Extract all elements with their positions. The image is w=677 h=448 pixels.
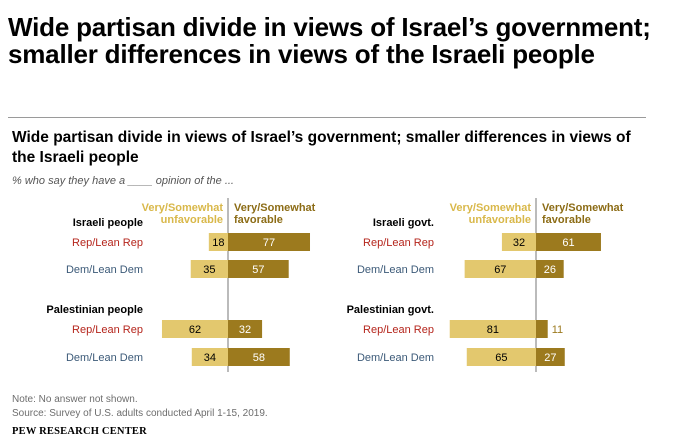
row-label: Rep/Lean Rep bbox=[72, 237, 143, 249]
bar-unfavorable bbox=[464, 260, 536, 278]
value-label-unfavorable: 35 bbox=[203, 264, 215, 276]
value-label-unfavorable: 32 bbox=[513, 237, 525, 249]
footnote: Note: No answer not shown. bbox=[12, 394, 138, 405]
bar-favorable bbox=[228, 233, 311, 251]
value-label-favorable: 32 bbox=[239, 324, 251, 336]
chart-title: Wide partisan divide in views of Israel’… bbox=[12, 129, 631, 166]
row-label: Dem/Lean Dem bbox=[357, 352, 434, 364]
row-label: Rep/Lean Rep bbox=[363, 324, 434, 336]
group-label: Israeli people bbox=[73, 217, 143, 229]
value-label-unfavorable: 67 bbox=[494, 264, 506, 276]
bar-unfavorable bbox=[191, 348, 228, 366]
group-label: Israeli govt. bbox=[373, 217, 434, 229]
legend-unfavorable: Very/Somewhat unfavorable bbox=[450, 202, 532, 226]
value-label-favorable: 26 bbox=[544, 264, 556, 276]
headline: Wide partisan divide in views of Israel’… bbox=[8, 12, 651, 69]
bar-favorable bbox=[536, 320, 548, 338]
group-label: Palestinian govt. bbox=[347, 304, 434, 316]
row-label: Dem/Lean Dem bbox=[357, 264, 434, 276]
row-label: Rep/Lean Rep bbox=[363, 237, 434, 249]
value-label-unfavorable: 34 bbox=[204, 352, 216, 364]
bar-unfavorable bbox=[161, 320, 228, 338]
brand-logo-text: PEW RESEARCH CENTER bbox=[12, 426, 147, 437]
bar-favorable bbox=[228, 260, 289, 278]
bar-favorable bbox=[536, 260, 564, 278]
bar-unfavorable bbox=[501, 233, 536, 251]
row-label: Rep/Lean Rep bbox=[72, 324, 143, 336]
bar-unfavorable bbox=[208, 233, 228, 251]
value-label-unfavorable: 81 bbox=[487, 324, 499, 336]
source-note: Source: Survey of U.S. adults conducted … bbox=[12, 408, 268, 419]
value-label-favorable: 77 bbox=[263, 237, 275, 249]
divider bbox=[8, 117, 646, 118]
value-label-unfavorable: 65 bbox=[495, 352, 507, 364]
bar-favorable bbox=[536, 233, 601, 251]
bar-unfavorable bbox=[466, 348, 536, 366]
value-label-favorable: 61 bbox=[562, 237, 574, 249]
value-label-favorable: 11 bbox=[552, 324, 563, 336]
bar-favorable bbox=[536, 348, 565, 366]
row-label: Dem/Lean Dem bbox=[66, 352, 143, 364]
bar-unfavorable bbox=[449, 320, 536, 338]
value-label-unfavorable: 18 bbox=[212, 237, 224, 249]
value-label-favorable: 27 bbox=[544, 352, 556, 364]
group-label: Palestinian people bbox=[46, 304, 143, 316]
value-label-unfavorable: 62 bbox=[189, 324, 201, 336]
chart-subtitle: % who say they have a ____ opinion of th… bbox=[12, 175, 234, 187]
legend-favorable: Very/Somewhat favorable bbox=[542, 202, 624, 226]
value-label-favorable: 58 bbox=[253, 352, 265, 364]
legend-favorable: Very/Somewhat favorable bbox=[234, 202, 316, 226]
bar-favorable bbox=[228, 348, 290, 366]
legend-unfavorable: Very/Somewhat unfavorable bbox=[142, 202, 224, 226]
value-label-favorable: 57 bbox=[252, 264, 264, 276]
row-label: Dem/Lean Dem bbox=[66, 264, 143, 276]
bar-unfavorable bbox=[190, 260, 228, 278]
bar-favorable bbox=[228, 320, 263, 338]
